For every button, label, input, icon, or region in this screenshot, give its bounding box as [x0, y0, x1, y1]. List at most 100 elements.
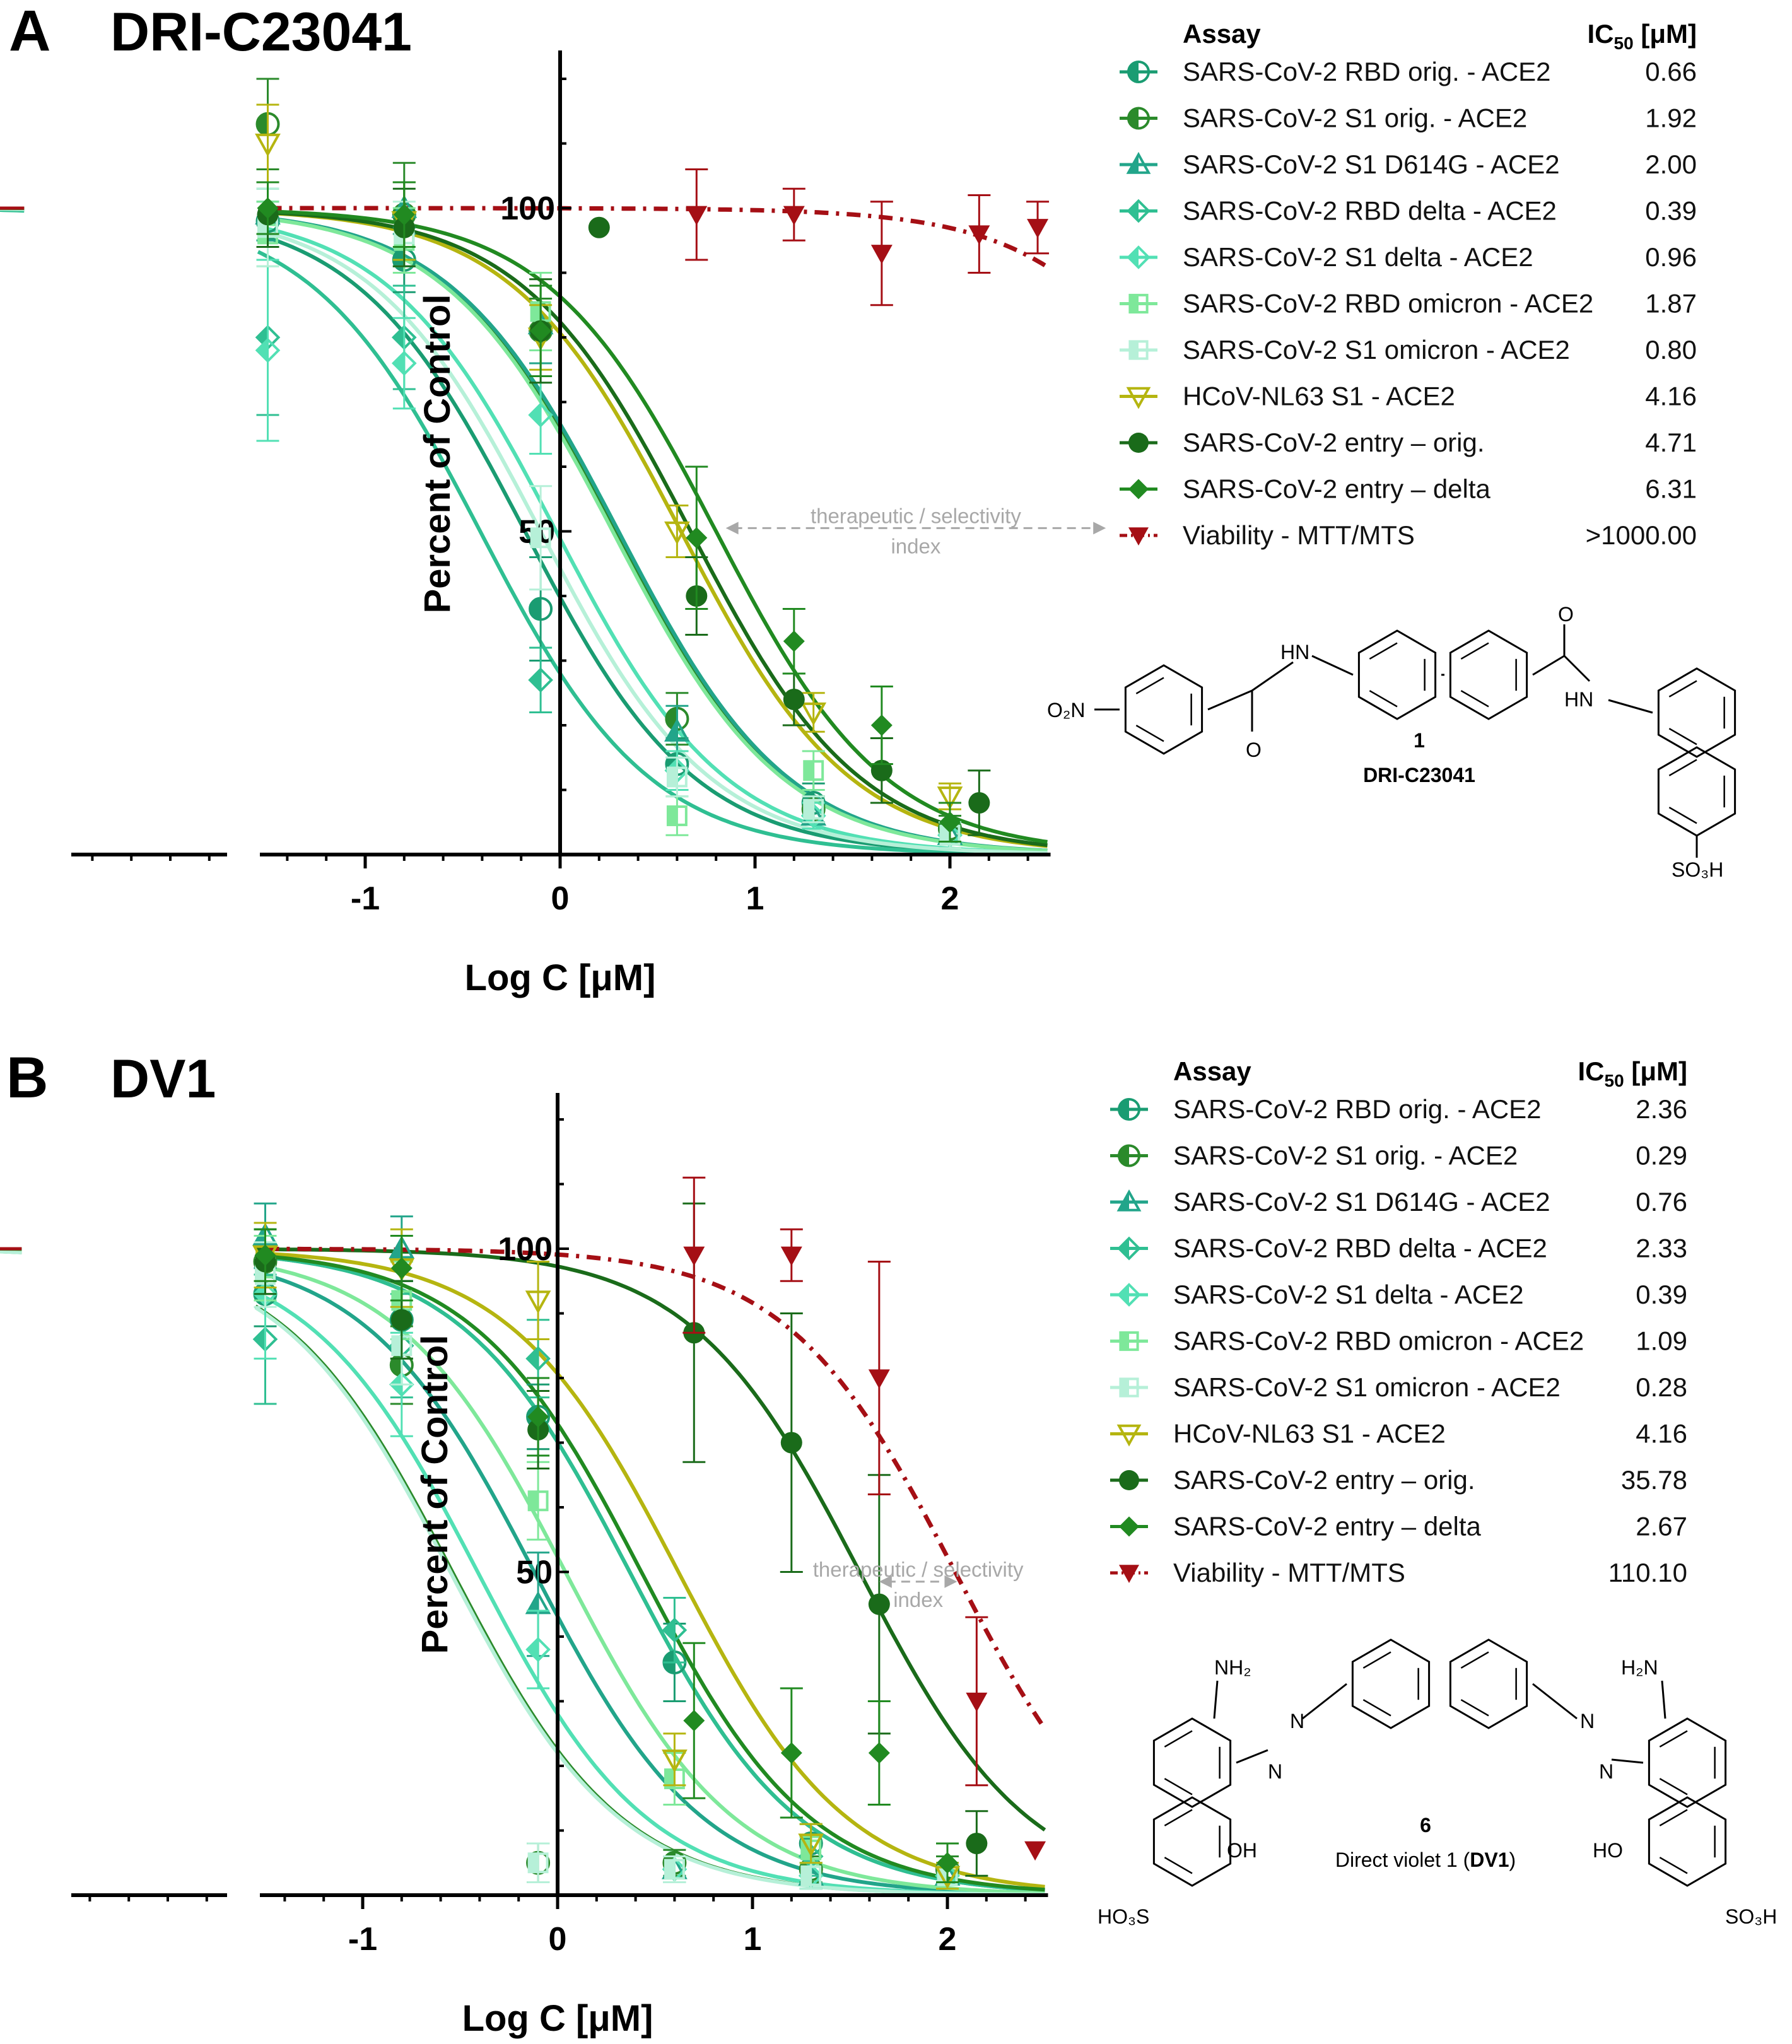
ring: [1357, 629, 1437, 720]
legend-ic50-value: 2.00: [1645, 149, 1697, 179]
fit-curve: [257, 210, 1048, 848]
marker-shape: [780, 1246, 802, 1266]
marker-fill: [531, 302, 541, 321]
legend-item: SARS-CoV-2 entry – delta 6.31: [1120, 474, 1697, 504]
chem-atom: H₂N: [1621, 1656, 1658, 1679]
data-point: [1027, 219, 1049, 238]
legend-ic50-value: 6.31: [1645, 474, 1697, 504]
fit-curve: [255, 1251, 1045, 1889]
y-tick-label: 50: [516, 1555, 553, 1591]
legend-marker: [1126, 151, 1151, 174]
marker-shape: [686, 527, 708, 549]
marker-shape: [1128, 433, 1149, 453]
marker-shape: [1027, 219, 1049, 238]
legend-label: SARS-CoV-2 RBD delta - ACE2: [1173, 1234, 1547, 1263]
marker-fill: [527, 1348, 539, 1370]
legend-label: SARS-CoV-2 RBD omicron - ACE2: [1173, 1326, 1584, 1356]
y-axis-title: Percent of Control: [417, 295, 458, 614]
legend-label: Viability - MTT/MTS: [1173, 1558, 1405, 1587]
bond: [1532, 1683, 1578, 1720]
legend-item: SARS-CoV-2 RBD delta - ACE2 0.39: [1120, 196, 1697, 226]
fit-curve: [267, 206, 1049, 269]
y-axis-title: Percent of Control: [414, 1335, 455, 1654]
legend-item: SARS-CoV-2 S1 delta - ACE2 0.96: [1120, 242, 1697, 272]
marker-fill: [530, 404, 541, 426]
fit-curve: [257, 216, 1048, 853]
data-point: [664, 521, 690, 545]
data-point: [783, 630, 805, 652]
legend-marker: [1128, 433, 1149, 453]
data-point: [968, 225, 990, 245]
therapeutic-index-label: index: [893, 1588, 943, 1611]
data-point: [390, 1257, 413, 1279]
data-points: [252, 1176, 1046, 1890]
marker-shape: [937, 786, 963, 810]
ring-double-bond: [1164, 1730, 1193, 1748]
marker-fill: [254, 1328, 266, 1350]
ring: [1449, 1638, 1528, 1729]
marker-shape: [662, 1749, 688, 1773]
panel-letter: B: [6, 1046, 48, 1110]
marker-shape: [390, 1309, 413, 1331]
panel-letter: A: [9, 0, 50, 63]
legend-item: SARS-CoV-2 entry – orig. 4.71: [1120, 428, 1697, 457]
marker-fill: [1128, 247, 1139, 267]
marker-fill: [667, 807, 677, 825]
marker-shape: [525, 1290, 551, 1314]
marker-fill: [530, 669, 541, 691]
marker-shape: [800, 702, 827, 726]
ring: [1648, 1717, 1727, 1808]
ring-double-bond: [1659, 1809, 1688, 1826]
marker-fill: [390, 1354, 402, 1376]
structure-number: 1: [1414, 729, 1425, 752]
chem-atom: OH: [1227, 1839, 1257, 1862]
legend-marker: [1119, 1377, 1139, 1398]
marker-shape: [257, 197, 279, 219]
legend-item: SARS-CoV-2 S1 omicron - ACE2 0.80: [1120, 335, 1697, 365]
fit-curve: [255, 1263, 1045, 1895]
marker-shape: [868, 1593, 890, 1615]
x-tick-label: -1: [348, 1921, 377, 1958]
data-point: [529, 597, 553, 621]
marker-shape: [588, 216, 610, 238]
data-point: [662, 1749, 688, 1773]
data-point: [798, 1833, 824, 1857]
marker-shape: [783, 206, 805, 226]
marker-fill: [530, 598, 541, 620]
legend-ic50-value: 35.78: [1621, 1465, 1687, 1495]
legend-marker: [1128, 293, 1149, 314]
marker-fill: [1128, 108, 1139, 129]
legend-ic50-value: 0.29: [1636, 1141, 1687, 1171]
data-point: [588, 216, 610, 238]
legend-label: HCoV-NL63 S1 - ACE2: [1173, 1419, 1446, 1449]
legend-marker: [1127, 61, 1150, 83]
marker-shape: [683, 1246, 705, 1266]
legend-item: SARS-CoV-2 S1 omicron - ACE2 0.28: [1110, 1372, 1687, 1402]
legend-ic50-value: 1.09: [1636, 1326, 1687, 1356]
marker-fill: [257, 339, 268, 361]
chem-atom: HO: [1593, 1839, 1623, 1862]
marker-fill: [1130, 295, 1139, 313]
chem-atom: N: [1599, 1760, 1613, 1783]
marker-fill: [393, 327, 404, 348]
data-point: [525, 1637, 551, 1662]
marker-fill: [1128, 155, 1139, 173]
marker-fill: [531, 529, 541, 547]
fit-curve: [255, 1247, 1046, 1832]
marker-fill: [804, 761, 814, 780]
legend: Assay IC50 [μM] SARS-CoV-2 RBD orig. - ACE…: [1120, 19, 1697, 550]
marker-shape: [780, 1432, 802, 1454]
ring-double-bond: [1164, 1857, 1193, 1874]
marker-fill: [254, 1225, 266, 1245]
marker-shape: [868, 1742, 890, 1764]
data-point: [390, 1309, 413, 1331]
marker-shape: [939, 811, 961, 833]
ring-double-bond: [1135, 677, 1164, 694]
legend-ic50-value: 0.66: [1645, 57, 1697, 86]
data-point: [937, 1852, 958, 1874]
marker-fill: [527, 1638, 539, 1661]
legend-ic50-value: 110.10: [1608, 1558, 1687, 1587]
panel-title: DRI-C23041: [110, 2, 412, 62]
